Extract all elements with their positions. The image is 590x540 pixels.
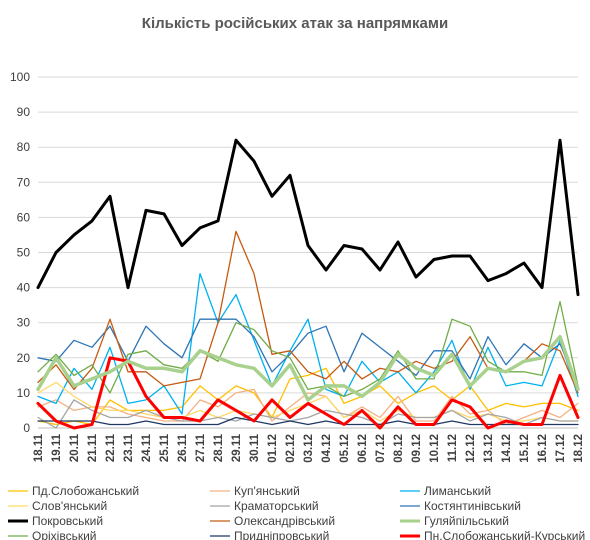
x-tick-label: 27.11 bbox=[195, 433, 207, 462]
legend-label: Краматорський bbox=[234, 499, 319, 513]
grid-lines bbox=[38, 76, 578, 429]
legend-label: Пн.Слобожанський-Курський bbox=[424, 529, 585, 540]
x-tick-label: 24.11 bbox=[141, 433, 153, 462]
x-tick-label: 03.12 bbox=[303, 434, 315, 463]
series-line bbox=[37, 300, 579, 398]
series-line bbox=[36, 334, 580, 402]
y-tick-label: 70 bbox=[17, 175, 31, 189]
x-tick-label: 21.11 bbox=[87, 433, 99, 462]
x-axis: 18.11 19.11 20.11 21.11 22.11 23.11 24.11 25.11… bbox=[33, 433, 585, 462]
y-tick-label: 10 bbox=[17, 386, 31, 400]
x-tick-label: 19.11 bbox=[51, 433, 63, 462]
x-tick-label: 06.12 bbox=[357, 434, 369, 463]
legend: Пд.Слобожанський Куп'янський Лиманський Сло… bbox=[8, 484, 585, 540]
legend-label: Слов'янський bbox=[32, 499, 107, 513]
legend-label: Куп'янський bbox=[234, 484, 300, 498]
x-tick-label: 20.11 bbox=[69, 433, 81, 462]
x-tick-label: 09.12 bbox=[411, 434, 423, 463]
x-tick-label: 10.12 bbox=[429, 434, 441, 463]
x-tick-label: 15.12 bbox=[519, 434, 531, 463]
legend-label: Придніпровський bbox=[234, 529, 329, 540]
series-line bbox=[37, 272, 579, 415]
series-line bbox=[37, 388, 579, 426]
series-line bbox=[37, 416, 579, 426]
x-tick-label: 25.11 bbox=[159, 433, 171, 462]
x-tick-label: 13.12 bbox=[483, 434, 495, 463]
y-tick-label: 40 bbox=[17, 281, 31, 295]
x-tick-label: 12.12 bbox=[465, 434, 477, 463]
series-lines bbox=[36, 138, 580, 430]
x-tick-label: 07.12 bbox=[375, 434, 387, 463]
x-tick-label: 14.12 bbox=[501, 434, 513, 463]
y-tick-label: 80 bbox=[17, 140, 31, 154]
x-tick-label: 08.12 bbox=[393, 434, 405, 463]
legend-label: Гуляйпільський bbox=[424, 514, 509, 528]
series-line bbox=[36, 138, 580, 297]
x-tick-label: 05.12 bbox=[339, 434, 351, 463]
y-tick-label: 90 bbox=[17, 105, 31, 119]
x-tick-label: 16.12 bbox=[537, 434, 549, 463]
legend-label: Олександрівський bbox=[234, 514, 335, 528]
x-tick-label: 02.12 bbox=[285, 434, 297, 463]
x-tick-label: 18.11 bbox=[33, 433, 45, 462]
series-line bbox=[37, 399, 579, 429]
legend-label: Пд.Слобожанський bbox=[32, 484, 139, 498]
x-tick-label: 29.11 bbox=[231, 433, 243, 462]
y-tick-label: 100 bbox=[10, 70, 30, 84]
y-tick-label: 60 bbox=[17, 210, 31, 224]
y-tick-label: 20 bbox=[17, 351, 31, 365]
y-axis: 0 10 20 30 40 50 60 70 80 90 100 bbox=[10, 70, 30, 435]
x-tick-label: 11.12 bbox=[447, 434, 459, 462]
x-tick-label: 17.12 bbox=[555, 434, 567, 463]
x-tick-label: 22.11 bbox=[105, 433, 117, 462]
legend-label: Костянтинівський bbox=[424, 499, 521, 513]
legend-label: Покровський bbox=[32, 514, 103, 528]
x-tick-label: 28.11 bbox=[213, 433, 225, 462]
x-tick-label: 23.11 bbox=[123, 433, 135, 462]
x-tick-label: 18.12 bbox=[573, 434, 585, 463]
legend-label: Лиманський bbox=[424, 484, 491, 498]
x-tick-label: 26.11 bbox=[177, 433, 189, 462]
y-tick-label: 50 bbox=[17, 246, 31, 260]
legend-label: Оріхівський bbox=[32, 529, 97, 540]
x-tick-label: 04.12 bbox=[321, 434, 333, 463]
chart-title: Кількість російських атак за напрямками bbox=[142, 15, 448, 32]
x-tick-label: 01.12 bbox=[267, 434, 279, 463]
y-tick-label: 30 bbox=[17, 316, 31, 330]
y-tick-label: 0 bbox=[23, 421, 30, 435]
x-tick-label: 30.11 bbox=[249, 433, 261, 462]
